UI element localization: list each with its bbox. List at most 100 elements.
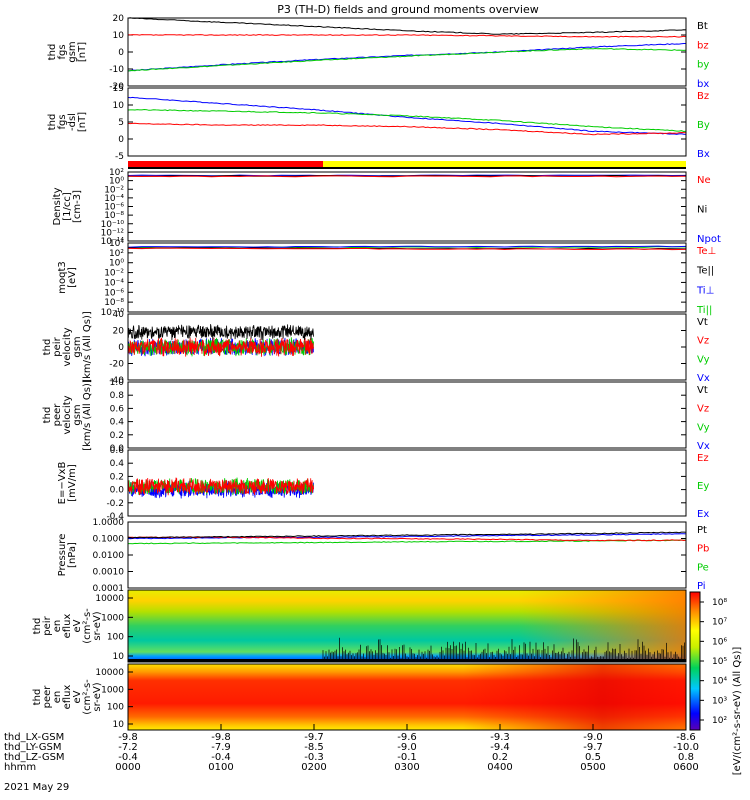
footer-value: -0.3 bbox=[304, 752, 324, 763]
spacecraft-potential-trace bbox=[322, 637, 685, 660]
legend-entry: by bbox=[697, 60, 709, 71]
y-tick-label: 5 bbox=[118, 118, 124, 128]
y-axis-label: sr-eV) bbox=[92, 611, 103, 640]
footer-value: -10.0 bbox=[673, 742, 699, 753]
footer-date: 2021 May 29 bbox=[4, 782, 70, 793]
series-line-ez bbox=[127, 477, 314, 496]
y-axis-label: [eV] bbox=[67, 267, 78, 288]
legend-entry: Pb bbox=[697, 544, 709, 555]
legend-entry: Vx bbox=[697, 441, 710, 452]
footer-row-label: thd_LY-GSM bbox=[4, 742, 62, 753]
legend-entry: By bbox=[697, 120, 710, 131]
legend-entry: Ex bbox=[697, 509, 709, 520]
legend-entry: Pe bbox=[697, 562, 709, 573]
legend-entry: Ni bbox=[697, 205, 707, 216]
footer-value: 0600 bbox=[673, 762, 699, 773]
y-axis-label: en bbox=[52, 691, 63, 704]
footer-value: 0400 bbox=[487, 762, 513, 773]
colorbar-tick-label: 10² bbox=[712, 716, 727, 726]
footer-value: 0500 bbox=[580, 762, 606, 773]
y-axis-label: (cm²-s- bbox=[82, 679, 93, 715]
colorbar-tick-label: 10⁵ bbox=[712, 657, 727, 667]
y-tick-label: 10⁻⁸ bbox=[104, 298, 124, 308]
y-tick-label: 10000 bbox=[95, 668, 124, 678]
panel-frame bbox=[127, 17, 687, 87]
y-axis-label: thd bbox=[42, 407, 53, 424]
y-tick-label: 10⁻⁸ bbox=[104, 211, 124, 221]
status-bar-line bbox=[128, 167, 686, 169]
y-axis-label: eV bbox=[72, 690, 83, 703]
series-line-bx bbox=[127, 96, 687, 135]
series-line-te bbox=[127, 247, 687, 251]
panel-frame bbox=[127, 449, 687, 517]
y-axis-label: [nPa] bbox=[67, 542, 78, 568]
y-tick-label: 10⁻¹⁰ bbox=[101, 308, 125, 318]
baseline-band bbox=[128, 659, 686, 662]
y-axis-label: thd bbox=[47, 114, 58, 131]
panel-electron_velocity: 1.0 0.8 0.6 0.4 0.2 0.0 Vt Vz Vy Vx thd peer velocit… bbox=[42, 378, 710, 454]
y-tick-label: 0 bbox=[118, 343, 124, 353]
y-tick-label: -0.4 bbox=[106, 512, 124, 522]
y-tick-label: 10² bbox=[109, 168, 124, 178]
y-tick-label: 0.2 bbox=[110, 472, 124, 482]
y-tick-label: -40 bbox=[109, 376, 124, 386]
y-tick-label: 10⁻⁶ bbox=[104, 203, 124, 213]
y-tick-label: 0 bbox=[118, 48, 124, 58]
panel-efield: 0.6 0.4 0.2 0.0 -0.2 -0.4 Ez Ey Ex E=−VxB [mV/m] bbox=[57, 446, 709, 522]
footer-value: 0100 bbox=[208, 762, 234, 773]
legend-entry: Pt bbox=[697, 525, 707, 536]
y-axis-label: -dsl bbox=[67, 113, 78, 131]
series-line-vt bbox=[127, 324, 314, 341]
colorbar-gradient bbox=[689, 591, 701, 731]
legend-entry: Te⊥ bbox=[696, 246, 716, 257]
y-tick-label: 15 bbox=[113, 84, 124, 94]
y-tick-label: 0.8 bbox=[110, 391, 125, 401]
y-tick-label: 0.1000 bbox=[93, 535, 125, 545]
y-tick-label: 10⁻² bbox=[104, 185, 124, 195]
y-tick-label: 10⁻¹⁴ bbox=[101, 237, 125, 247]
y-tick-label: 10 bbox=[113, 101, 125, 111]
series-line-by bbox=[127, 108, 687, 133]
panel-fgs_dsl: 15 10 5 0 -5 Bz By Bx thd fgs -dsl [nT] bbox=[47, 84, 710, 162]
y-axis-label: fgs bbox=[57, 44, 68, 59]
series-line-bz bbox=[127, 122, 687, 136]
footer-value: -0.1 bbox=[397, 752, 417, 763]
y-tick-label: 0.0 bbox=[110, 444, 125, 454]
y-axis-label: thd bbox=[32, 689, 43, 706]
panel-pressure: 1.0000 0.1000 0.0100 0.0010 0.0001 Pt Pb Pe Pi Pr… bbox=[57, 518, 709, 594]
figure-title: P3 (TH-D) fields and ground moments over… bbox=[277, 3, 539, 16]
panel-frame bbox=[127, 381, 687, 449]
y-tick-label: 20 bbox=[113, 327, 125, 337]
y-tick-label: 0.6 bbox=[110, 446, 125, 456]
legend-entry: Vy bbox=[697, 422, 710, 433]
legend-entry: Ez bbox=[697, 453, 709, 464]
legend-entry: Vt bbox=[697, 317, 708, 328]
y-tick-label: 10⁻⁴ bbox=[104, 278, 124, 288]
y-tick-label: 0.0010 bbox=[93, 568, 125, 578]
y-tick-label: 0 bbox=[118, 135, 124, 145]
panel-ion_velocity: 40 20 0 -20 -40 Vt Vz Vy Vx thd peir velocity gsm [km… bbox=[42, 310, 710, 386]
legend-entry: Ti|| bbox=[696, 305, 712, 316]
y-axis-label: peer bbox=[42, 685, 53, 709]
y-tick-label: 10⁻¹⁰ bbox=[101, 220, 125, 230]
legend-entry: Te|| bbox=[696, 266, 714, 277]
series-line-vz bbox=[127, 337, 314, 357]
status-bar-yellow bbox=[323, 161, 686, 167]
y-axis-label: eflux bbox=[62, 685, 73, 710]
y-axis-label: eV bbox=[72, 619, 83, 632]
y-tick-label: 10⁻⁴ bbox=[104, 194, 124, 204]
footer-row-label: thd_LX-GSM bbox=[4, 732, 65, 743]
footer-row-label: hhmm bbox=[4, 762, 37, 773]
y-axis-label: Pressure bbox=[57, 534, 68, 577]
y-tick-label: 10⁻⁶ bbox=[104, 288, 124, 298]
footer-value: -9.8 bbox=[118, 732, 138, 743]
footer-value: -9.8 bbox=[211, 732, 231, 743]
y-tick-label: 0.6 bbox=[110, 404, 125, 414]
y-axis-label: gsm bbox=[72, 336, 83, 357]
panel-frame bbox=[127, 87, 687, 157]
footer-value: 0200 bbox=[301, 762, 327, 773]
